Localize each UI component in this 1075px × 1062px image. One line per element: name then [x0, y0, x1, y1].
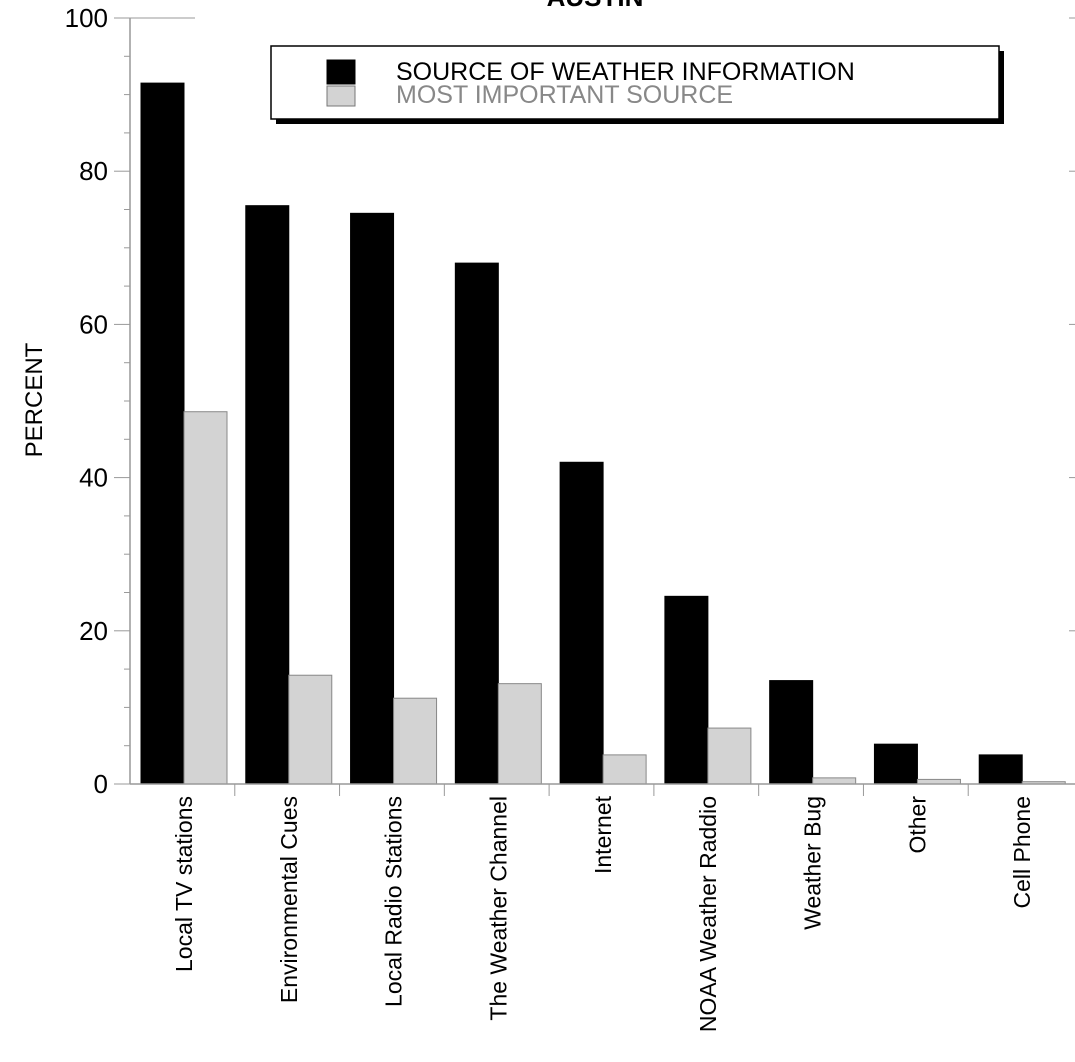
legend-swatch-source [326, 59, 356, 85]
bar-source-2 [245, 205, 290, 785]
x-category-label: Environmental Cues [276, 796, 302, 1003]
x-category-label: Weather Bug [800, 796, 826, 930]
x-category-label: Local Radio Stations [381, 796, 407, 1007]
y-tick-label: 20 [79, 616, 108, 646]
bar-most-important-5 [602, 754, 647, 785]
bar-source-7 [769, 680, 814, 785]
x-category-label: Cell Phone [1009, 796, 1035, 909]
legend-label-source: SOURCE OF WEATHER INFORMATION [396, 58, 855, 86]
y-tick-label: 100 [65, 3, 108, 33]
x-axis-labels: Local TV stations Environmental Cues Local… [171, 795, 1035, 1032]
bar-source-8 [873, 743, 918, 785]
x-axis-ticks [234, 784, 969, 796]
bar-source-3 [350, 212, 395, 785]
legend: SOURCE OF WEATHER INFORMATION MOST IMPOR… [270, 45, 1004, 124]
x-category-label: The Weather Channel [485, 796, 511, 1021]
x-category-label: NOAA Weather Raddio [695, 796, 721, 1032]
y-tick-label: 40 [79, 463, 108, 493]
bar-source-9 [978, 754, 1023, 785]
bar-most-important-4 [497, 683, 542, 785]
bars [140, 82, 1066, 785]
bar-source-6 [664, 595, 709, 785]
bar-most-important-3 [393, 697, 438, 785]
y-tick-label: 80 [79, 156, 108, 186]
bar-source-5 [559, 461, 604, 785]
x-category-label: Internet [590, 795, 616, 874]
legend-swatch-most-important [326, 85, 356, 107]
y-tick-label: 0 [94, 769, 108, 799]
y-axis: 0 20 40 60 80 100 [65, 3, 1075, 799]
legend-label-most-important: MOST IMPORTANT SOURCE [396, 81, 733, 109]
bar-source-4 [454, 262, 499, 785]
y-axis-title: PERCENT [21, 342, 48, 457]
bar-source-1 [140, 82, 185, 785]
bar-most-important-1 [183, 411, 228, 785]
x-category-label: Other [904, 796, 930, 854]
chart-title: AUSTIN [547, 0, 644, 12]
legend-box [270, 45, 1000, 120]
y-tick-label: 60 [79, 309, 108, 339]
x-category-label: Local TV stations [171, 796, 197, 972]
bar-most-important-2 [288, 674, 333, 785]
bar-most-important-7 [812, 777, 857, 785]
bar-most-important-6 [707, 727, 752, 785]
